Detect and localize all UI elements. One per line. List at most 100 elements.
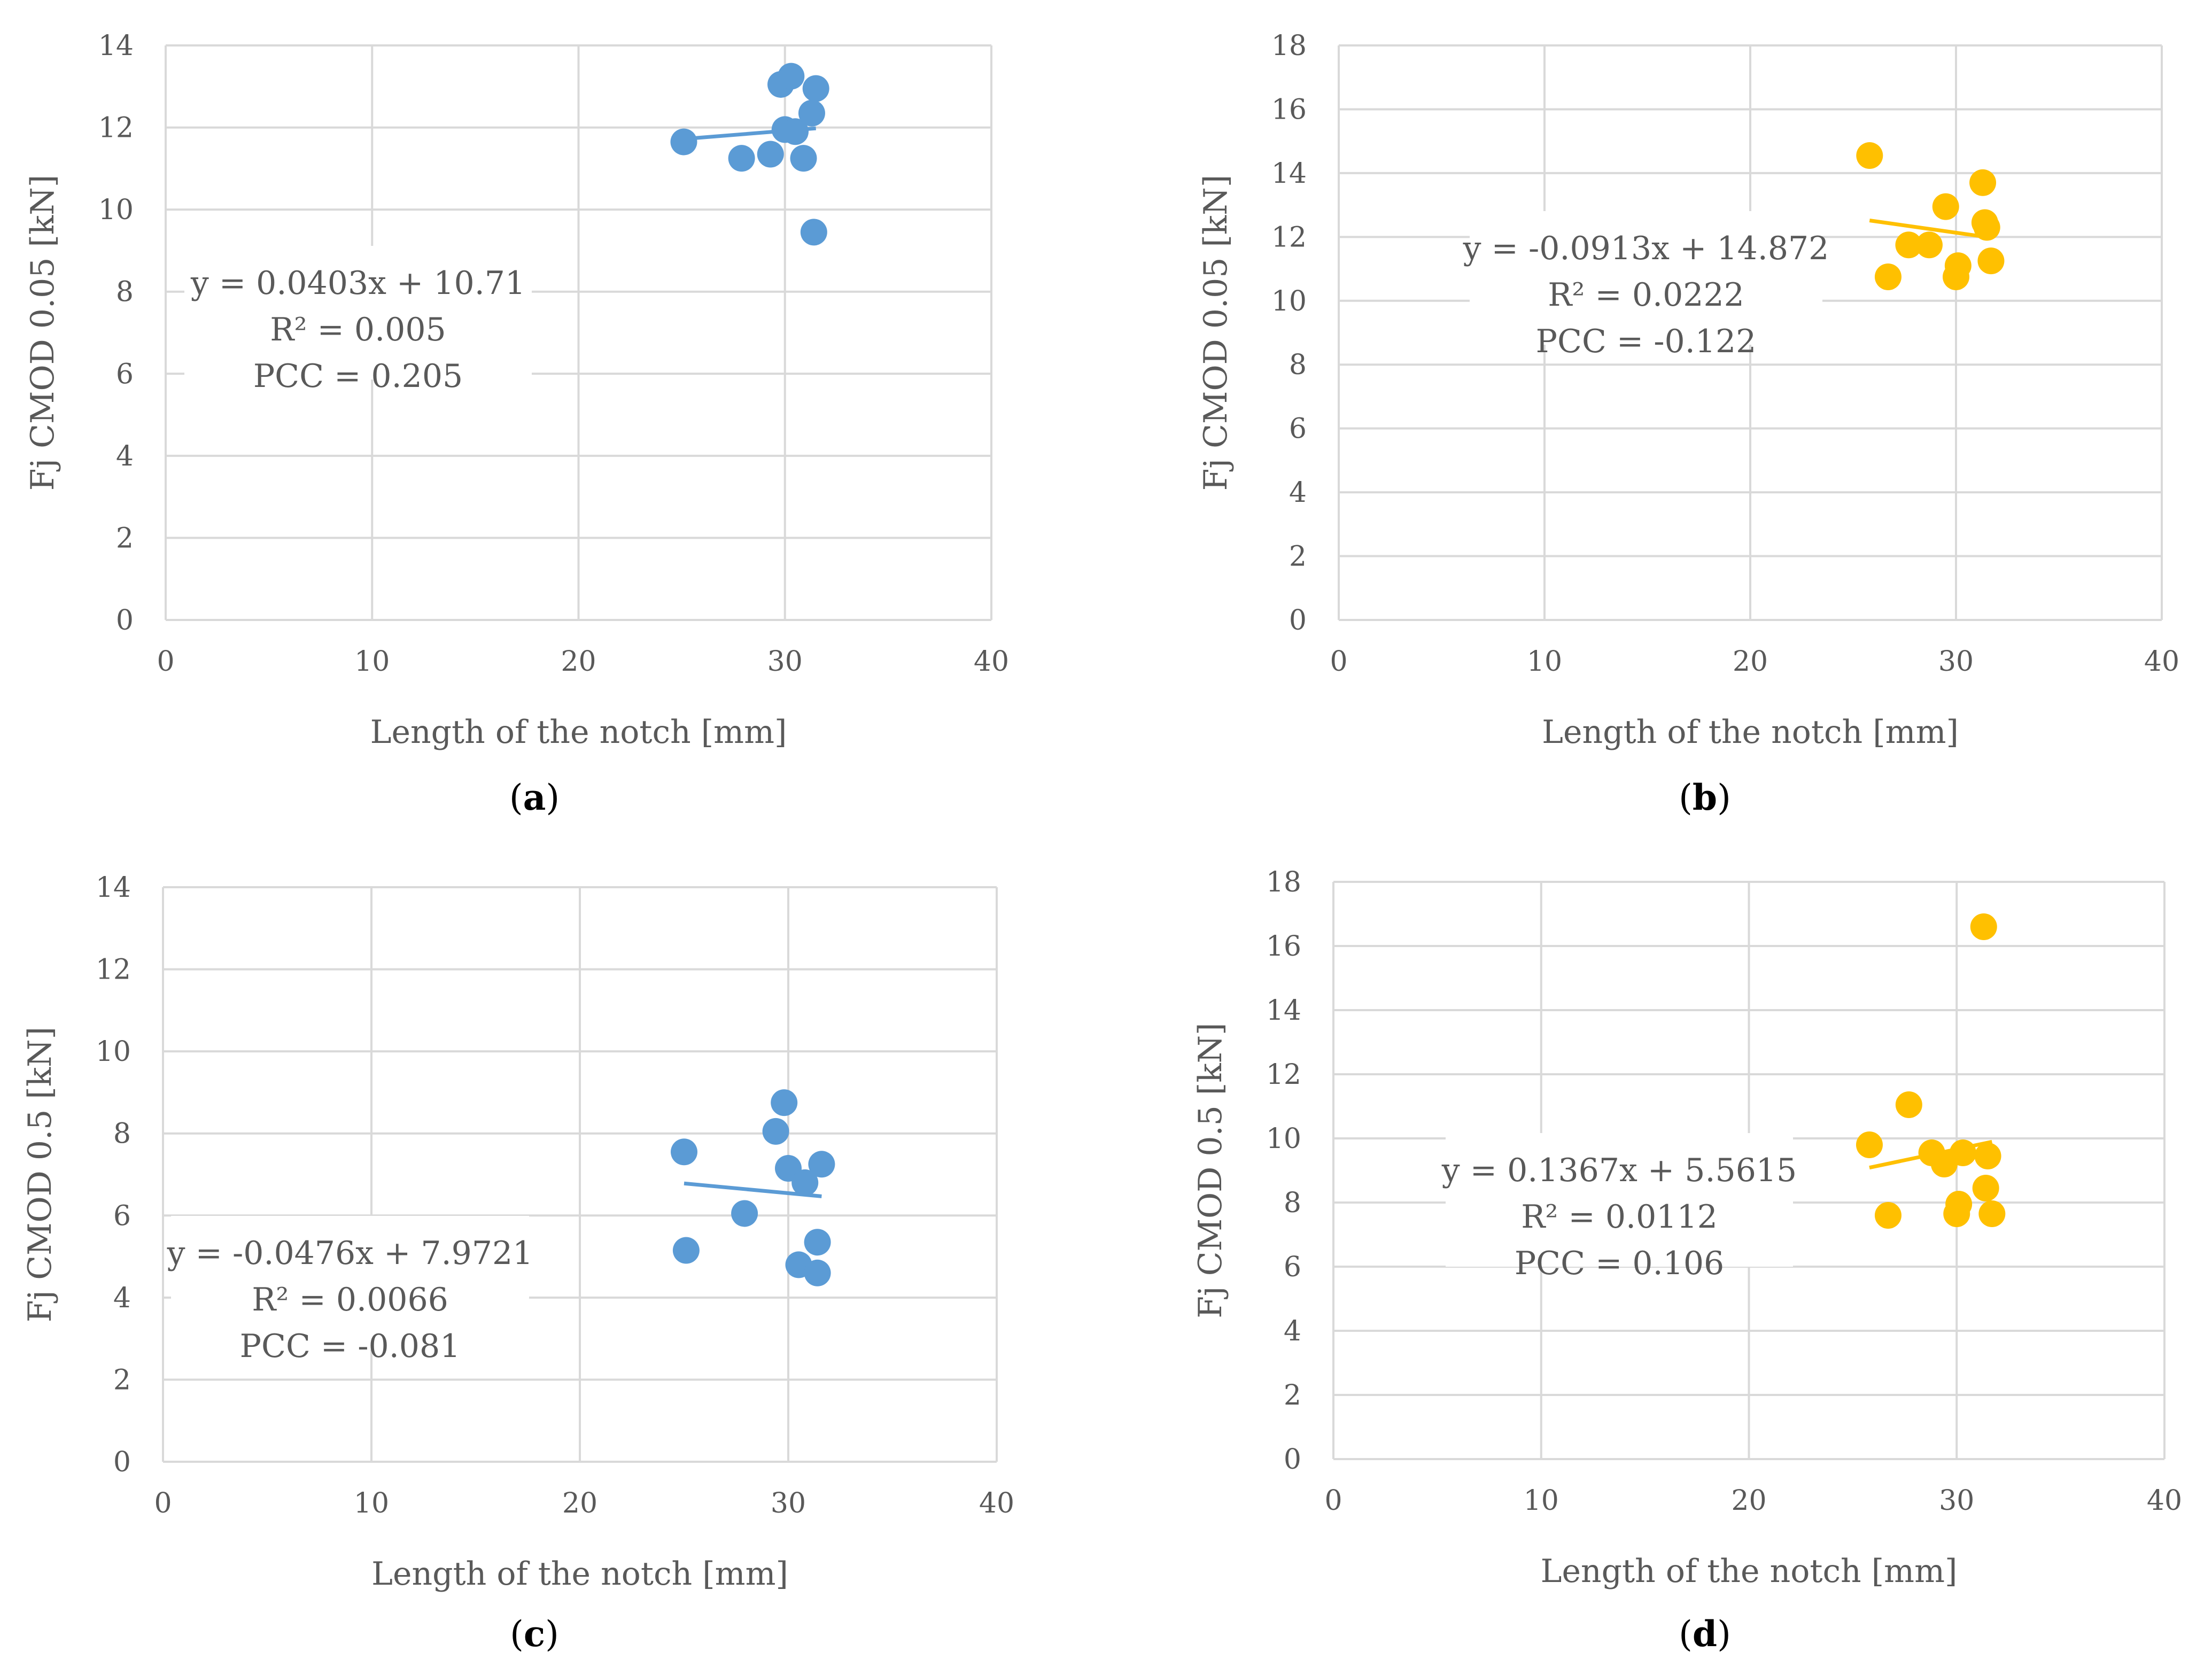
x-axis-title: Length of the notch [mm] xyxy=(1542,714,1959,751)
y-tick-label: 14 xyxy=(1266,995,1301,1027)
y-tick-label: 0 xyxy=(113,1446,131,1478)
y-tick-label: 8 xyxy=(1289,349,1307,381)
x-tick-label: 0 xyxy=(1324,1485,1342,1517)
panel-caption: (a) xyxy=(509,777,560,818)
equation-line: PCC = 0.205 xyxy=(253,358,463,395)
data-point xyxy=(1915,231,1943,259)
equation-box xyxy=(171,1216,529,1350)
data-point xyxy=(802,75,829,102)
data-point xyxy=(1973,214,2000,241)
chart-b: 0 2 4 6 8 10 12 14 16 18 0 10 20 30 40 Length of the no… xyxy=(1197,30,2179,818)
y-tick-label: 10 xyxy=(98,194,134,226)
x-tick-label: 20 xyxy=(1731,1485,1766,1517)
data-point xyxy=(804,1259,831,1286)
data-point xyxy=(1945,1191,1973,1218)
data-point xyxy=(728,145,755,172)
chart-c: 0 2 4 6 8 10 12 14 0 10 20 30 40 Length of the notch … xyxy=(21,872,1014,1655)
y-tick-label: 14 xyxy=(1271,158,1307,190)
data-point xyxy=(1969,169,1997,196)
data-point xyxy=(808,1151,835,1178)
x-tick-label: 20 xyxy=(561,646,596,678)
x-tick-label: 40 xyxy=(974,646,1009,678)
x-tick-label: 40 xyxy=(2147,1485,2182,1517)
y-axis-title: Fj CMOD 0.5 [kN] xyxy=(21,1027,59,1322)
trendline xyxy=(1869,219,1991,240)
equation-line: PCC = -0.081 xyxy=(240,1328,461,1365)
data-point xyxy=(1895,231,1922,259)
y-tick-label: 0 xyxy=(116,604,134,637)
equation-box xyxy=(1470,211,1822,345)
y-axis-title: Fj CMOD 0.05 [kN] xyxy=(1197,175,1235,491)
data-point xyxy=(762,1118,789,1145)
panel-caption: (b) xyxy=(1679,777,1731,818)
equation-line: y = 0.1367x + 5.5615 xyxy=(1441,1152,1797,1189)
chart-d: 0 2 4 6 8 10 12 14 16 18 0 10 20 30 40 Length of the no… xyxy=(1192,866,2182,1655)
y-tick-label: 10 xyxy=(96,1036,131,1068)
x-tick-label: 40 xyxy=(2144,646,2179,678)
x-tick-label: 40 xyxy=(979,1487,1014,1519)
y-tick-label: 2 xyxy=(113,1364,131,1396)
x-tick-label: 20 xyxy=(1733,646,1768,678)
equation-line: PCC = -0.122 xyxy=(1536,323,1757,360)
data-point xyxy=(1944,252,1972,280)
y-tick-label: 12 xyxy=(1271,221,1307,253)
y-tick-label: 12 xyxy=(96,954,131,986)
data-point xyxy=(672,1237,700,1264)
equation-box xyxy=(184,246,532,379)
equation-line: y = -0.0913x + 14.872 xyxy=(1463,230,1829,267)
x-axis-title: Length of the notch [mm] xyxy=(1541,1553,1958,1590)
equation-line: R² = 0.005 xyxy=(270,311,446,348)
equation-line: y = 0.0403x + 10.71 xyxy=(190,265,525,302)
x-tick-label: 0 xyxy=(154,1487,172,1519)
y-tick-label: 2 xyxy=(1289,541,1307,573)
data-point xyxy=(1856,1131,1883,1158)
data-point xyxy=(782,118,809,145)
equation-line: PCC = 0.106 xyxy=(1515,1245,1724,1282)
y-tick-label: 8 xyxy=(113,1118,131,1150)
data-point xyxy=(1974,1143,2001,1169)
x-tick-label: 0 xyxy=(157,646,174,678)
equation-box xyxy=(1446,1133,1793,1267)
data-point xyxy=(1978,1200,2006,1227)
data-point xyxy=(757,141,784,168)
data-point xyxy=(800,219,827,246)
data-point xyxy=(790,145,817,172)
data-point xyxy=(1895,1091,1922,1118)
y-tick-label: 10 xyxy=(1271,285,1307,317)
y-tick-label: 18 xyxy=(1271,30,1307,62)
data-point xyxy=(1874,1202,1901,1229)
panel-caption: (c) xyxy=(510,1613,559,1655)
y-tick-label: 4 xyxy=(1289,477,1307,509)
y-tick-label: 6 xyxy=(116,358,134,390)
x-tick-label: 30 xyxy=(1939,1485,1974,1517)
y-axis-title: Fj CMOD 0.5 [kN] xyxy=(1192,1022,1229,1318)
y-tick-label: 12 xyxy=(1266,1059,1301,1091)
data-point xyxy=(1972,1175,1999,1201)
y-tick-label: 0 xyxy=(1284,1444,1301,1476)
y-tick-label: 10 xyxy=(1266,1123,1301,1155)
data-point xyxy=(670,128,697,156)
y-tick-label: 14 xyxy=(98,30,134,62)
y-tick-label: 4 xyxy=(116,440,134,472)
x-axis-title: Length of the notch [mm] xyxy=(370,714,787,751)
data-point xyxy=(731,1200,758,1227)
x-tick-label: 10 xyxy=(1524,1485,1559,1517)
panel-caption: (d) xyxy=(1679,1613,1731,1655)
y-tick-label: 16 xyxy=(1271,94,1307,126)
x-tick-label: 30 xyxy=(1938,646,1974,678)
data-point xyxy=(771,1089,798,1116)
y-tick-label: 14 xyxy=(96,872,131,904)
x-tick-label: 10 xyxy=(354,646,390,678)
y-tick-label: 6 xyxy=(113,1200,131,1232)
y-tick-label: 4 xyxy=(1284,1315,1301,1347)
y-tick-label: 8 xyxy=(1284,1187,1301,1219)
y-tick-label: 16 xyxy=(1266,930,1301,963)
x-tick-label: 10 xyxy=(354,1487,389,1519)
x-tick-label: 20 xyxy=(562,1487,597,1519)
y-tick-label: 2 xyxy=(116,522,134,554)
y-axis-title: Fj CMOD 0.05 [kN] xyxy=(24,175,61,491)
y-tick-label: 6 xyxy=(1284,1251,1301,1283)
equation-line: R² = 0.0112 xyxy=(1521,1198,1718,1236)
data-point xyxy=(1970,913,1997,940)
data-point xyxy=(1932,193,1959,220)
